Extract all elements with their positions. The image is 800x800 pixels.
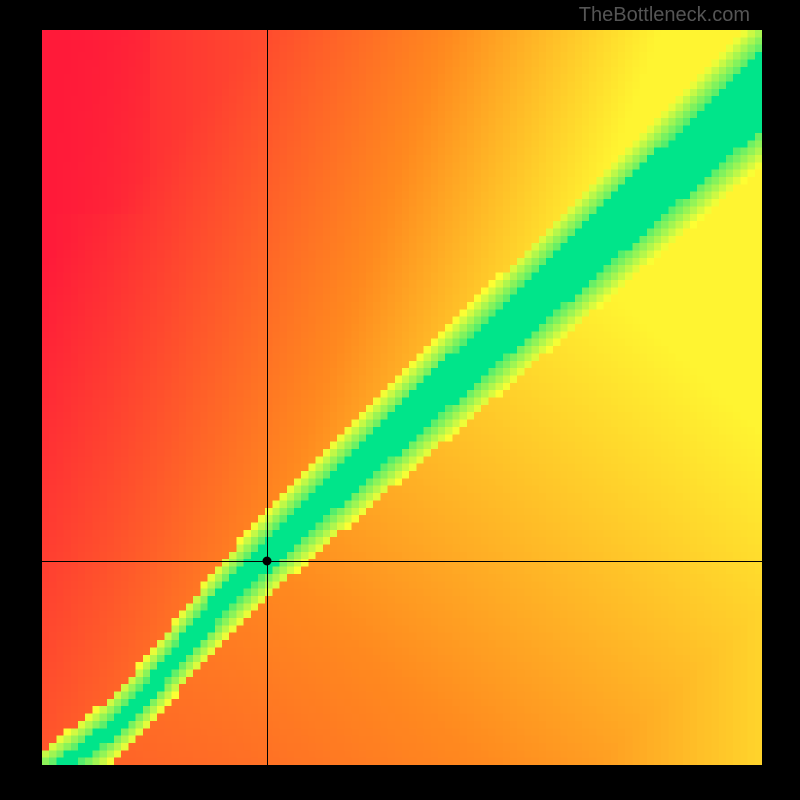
bottleneck-marker	[263, 556, 272, 565]
heatmap-canvas	[42, 30, 762, 765]
crosshair-horizontal	[42, 561, 762, 562]
crosshair-vertical	[267, 30, 268, 765]
heatmap-plot-area	[42, 30, 762, 765]
watermark-text: TheBottleneck.com	[579, 4, 750, 27]
